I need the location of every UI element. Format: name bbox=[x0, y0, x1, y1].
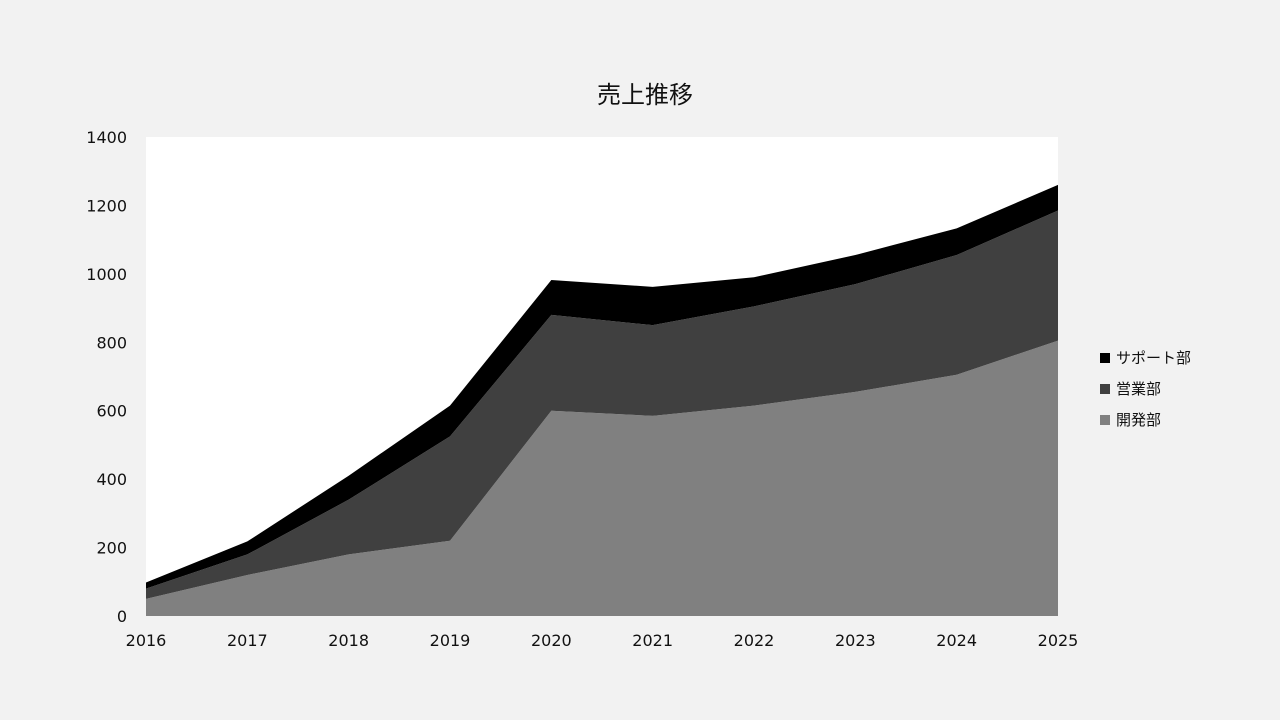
area-series-0 bbox=[146, 340, 1058, 616]
x-tick-label: 2021 bbox=[632, 631, 673, 650]
area-series-1 bbox=[146, 210, 1058, 599]
y-tick-label: 1000 bbox=[86, 265, 127, 284]
legend-label: 営業部 bbox=[1116, 380, 1161, 398]
x-axis: 2016 2017 2018 2019 2020 2021 2022 2023 2024 2025 bbox=[126, 631, 1079, 650]
legend-swatch bbox=[1100, 353, 1110, 363]
area-series-2 bbox=[146, 184, 1058, 589]
y-tick-label: 600 bbox=[96, 402, 127, 421]
x-tick-label: 2023 bbox=[835, 631, 876, 650]
x-tick-label: 2018 bbox=[328, 631, 369, 650]
chart-title: 売上推移 bbox=[597, 81, 693, 109]
x-tick-label: 2024 bbox=[936, 631, 977, 650]
y-tick-label: 800 bbox=[96, 333, 127, 352]
legend-swatch bbox=[1100, 384, 1110, 394]
y-tick-label: 1400 bbox=[86, 128, 127, 147]
y-tick-label: 200 bbox=[96, 539, 127, 558]
legend-label: サポート部 bbox=[1116, 349, 1191, 367]
legend-swatch bbox=[1100, 415, 1110, 425]
y-axis: 0 200 400 600 800 1000 1200 1400 bbox=[86, 128, 127, 626]
legend-label: 開発部 bbox=[1116, 411, 1161, 429]
area-series-group bbox=[146, 184, 1058, 616]
x-tick-label: 2020 bbox=[531, 631, 572, 650]
y-tick-label: 1200 bbox=[86, 196, 127, 215]
x-tick-label: 2019 bbox=[430, 631, 471, 650]
y-tick-label: 0 bbox=[117, 607, 127, 626]
x-tick-label: 2022 bbox=[734, 631, 775, 650]
x-tick-label: 2025 bbox=[1038, 631, 1079, 650]
x-tick-label: 2017 bbox=[227, 631, 268, 650]
x-tick-label: 2016 bbox=[126, 631, 167, 650]
y-tick-label: 400 bbox=[96, 470, 127, 489]
